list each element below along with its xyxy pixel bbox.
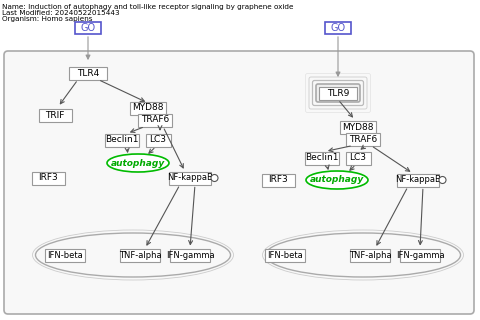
FancyBboxPatch shape <box>69 67 107 79</box>
Text: Beclin1: Beclin1 <box>105 135 139 145</box>
FancyBboxPatch shape <box>38 108 72 122</box>
Text: NF-kappaB: NF-kappaB <box>395 175 441 185</box>
FancyBboxPatch shape <box>138 114 172 126</box>
Text: Beclin1: Beclin1 <box>305 154 339 163</box>
FancyBboxPatch shape <box>170 249 210 261</box>
Circle shape <box>439 177 446 183</box>
FancyBboxPatch shape <box>265 249 305 261</box>
FancyBboxPatch shape <box>262 173 295 187</box>
FancyBboxPatch shape <box>32 172 64 185</box>
Circle shape <box>211 174 218 181</box>
FancyBboxPatch shape <box>346 132 380 146</box>
FancyBboxPatch shape <box>319 86 357 100</box>
Text: IFN-beta: IFN-beta <box>47 251 83 260</box>
Text: TRAF6: TRAF6 <box>141 116 169 124</box>
Ellipse shape <box>306 171 368 189</box>
FancyBboxPatch shape <box>105 133 139 147</box>
Text: GO: GO <box>330 23 346 33</box>
Ellipse shape <box>107 154 169 172</box>
FancyBboxPatch shape <box>169 172 211 185</box>
Text: IRF3: IRF3 <box>268 175 288 185</box>
Text: TLR9: TLR9 <box>327 89 349 98</box>
Text: MYD88: MYD88 <box>342 123 374 132</box>
FancyBboxPatch shape <box>346 151 371 164</box>
FancyBboxPatch shape <box>400 249 440 261</box>
Text: GO: GO <box>81 23 96 33</box>
Text: Last Modified: 20240522015443: Last Modified: 20240522015443 <box>2 10 120 16</box>
Text: IFN-gamma: IFN-gamma <box>166 251 214 260</box>
FancyBboxPatch shape <box>4 51 474 314</box>
Text: Organism: Homo sapiens: Organism: Homo sapiens <box>2 16 93 22</box>
FancyBboxPatch shape <box>325 22 351 34</box>
Text: TNF-alpha: TNF-alpha <box>119 251 161 260</box>
FancyBboxPatch shape <box>120 249 160 261</box>
Text: LC3: LC3 <box>349 154 367 163</box>
FancyBboxPatch shape <box>145 133 170 147</box>
FancyBboxPatch shape <box>316 84 360 102</box>
Text: autophagy: autophagy <box>310 175 364 185</box>
Text: MYD88: MYD88 <box>132 103 164 113</box>
FancyBboxPatch shape <box>305 151 339 164</box>
Text: TLR4: TLR4 <box>77 68 99 77</box>
Text: TNF-alpha: TNF-alpha <box>348 251 391 260</box>
Text: IRF3: IRF3 <box>38 173 58 182</box>
Text: LC3: LC3 <box>149 135 167 145</box>
Text: IFN-beta: IFN-beta <box>267 251 303 260</box>
Text: autophagy: autophagy <box>111 158 165 167</box>
FancyBboxPatch shape <box>397 173 439 187</box>
FancyBboxPatch shape <box>130 101 166 115</box>
FancyBboxPatch shape <box>340 121 376 133</box>
FancyBboxPatch shape <box>350 249 390 261</box>
Text: Name: Induction of autophagy and toll-like receptor signaling by graphene oxide: Name: Induction of autophagy and toll-li… <box>2 4 293 10</box>
FancyBboxPatch shape <box>75 22 101 34</box>
Text: TRIF: TRIF <box>45 110 65 119</box>
Text: TRAF6: TRAF6 <box>349 134 377 143</box>
FancyBboxPatch shape <box>45 249 85 261</box>
Text: IFN-gamma: IFN-gamma <box>396 251 444 260</box>
Text: NF-kappaB: NF-kappaB <box>167 173 213 182</box>
